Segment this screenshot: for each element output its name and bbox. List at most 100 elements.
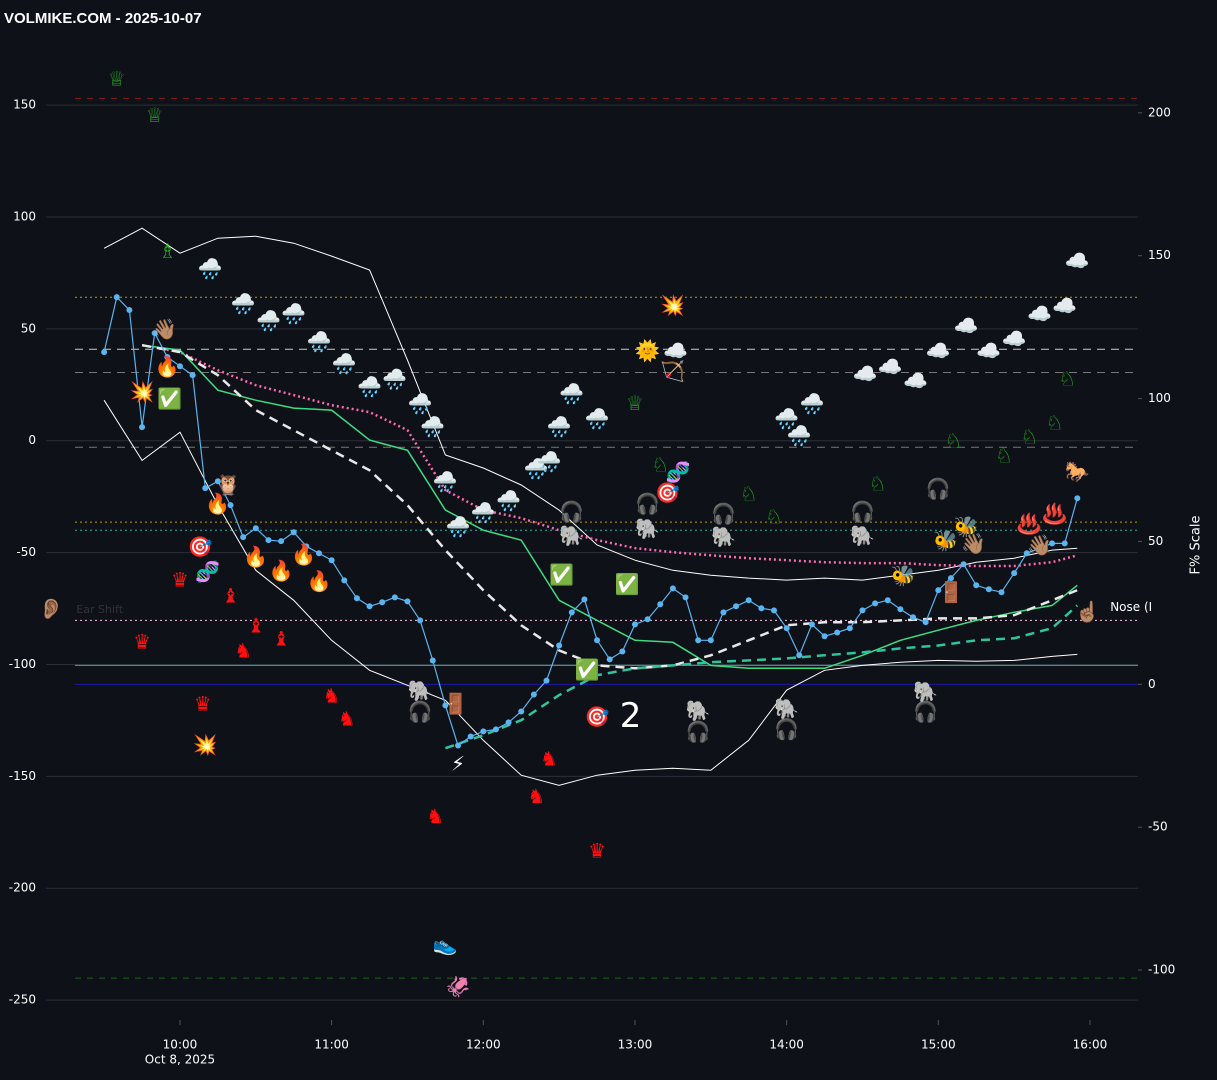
x-tick-label: 15:00 [921, 1038, 956, 1052]
series-point [303, 543, 310, 550]
y-tick-label: 150 [13, 98, 36, 112]
series-point [176, 363, 183, 370]
y2-tick-label: 200 [1148, 105, 1171, 119]
series-point [910, 614, 917, 621]
annotation: 🌧️ [446, 515, 471, 539]
annotation: 🎧 [913, 700, 938, 724]
series-point [1036, 545, 1043, 552]
annotation: 🐘 [559, 523, 584, 547]
annotation: 🐝 [954, 515, 979, 539]
annotation: ♨️ [1042, 502, 1067, 526]
x-tick-label: 11:00 [314, 1038, 349, 1052]
annotation: ♘ [651, 453, 669, 477]
annotation: 🌧️ [537, 450, 562, 474]
annotation: ⚡ [451, 752, 465, 776]
series-point [240, 534, 247, 541]
annotation: 🌧️ [420, 415, 445, 439]
annotation: 🐘 [850, 524, 875, 548]
series-line [141, 343, 1078, 670]
series-point [139, 424, 146, 431]
series-point [998, 589, 1005, 596]
series-line [103, 399, 1078, 786]
annotation: 🔥 [269, 559, 294, 583]
annotation: 🌧️ [524, 457, 549, 481]
series-point [341, 577, 348, 584]
annotation: 🎧 [774, 717, 799, 741]
series-point [859, 607, 866, 614]
annotation: 👂🏽 [39, 597, 64, 621]
series-point [189, 372, 196, 379]
annotation: ☁️ [954, 314, 979, 338]
y2-tick-label: 50 [1148, 534, 1163, 548]
y-tick-label: -50 [16, 545, 36, 559]
x-tick-label: 10:00 [163, 1038, 198, 1052]
series-point [758, 605, 765, 612]
annotation: ♞ [426, 804, 444, 828]
y-tick-label: -150 [9, 769, 36, 783]
chart-title: VOLMIKE.COM - 2025-10-07 [4, 10, 202, 27]
series-point [113, 294, 120, 301]
y2-axis-label: F% Scale [1189, 516, 1204, 575]
series-point [947, 575, 954, 582]
annotation: ☁️ [878, 355, 903, 379]
series-line [103, 227, 1078, 581]
annotation: ♛ [588, 839, 606, 863]
annotation: 🌧️ [547, 415, 572, 439]
series-point [1049, 540, 1056, 547]
annotation: 🌧️ [799, 392, 824, 416]
annotation: 🌧️ [496, 489, 521, 513]
series-point [379, 599, 386, 606]
annotation: ♕ [108, 67, 126, 91]
series-point [556, 642, 563, 649]
annotation: 🎧 [926, 477, 951, 501]
series-point [581, 596, 588, 603]
annotation: 🦉 [216, 473, 241, 497]
series-point [796, 652, 803, 659]
annotation: 🔥 [307, 569, 332, 593]
annotation: 🐘 [711, 525, 736, 549]
annotation: 🧬 [665, 460, 690, 484]
annotation: ♘ [1046, 411, 1064, 435]
annotation: 🌧️ [231, 292, 256, 316]
annotation: 🌞 [635, 339, 660, 363]
annotation: 🎧 [686, 720, 711, 744]
annotation: ♞ [540, 747, 558, 771]
annotation: 🌧️ [198, 257, 223, 281]
series-point [594, 637, 601, 644]
annotation: 🎧 [559, 500, 584, 524]
x-tick-label: 12:00 [466, 1038, 501, 1052]
annotation: 🎯 [585, 705, 610, 729]
series-point [353, 595, 360, 602]
annotation: 🎧 [850, 500, 875, 524]
y2-tick-label: -100 [1148, 963, 1175, 977]
annotation: ♛ [171, 568, 189, 592]
annotation: ♘ [1058, 367, 1076, 391]
series-line [444, 604, 1079, 750]
series-point [745, 597, 752, 604]
y-tick-label: 100 [13, 209, 36, 223]
annotation: 🚪 [443, 692, 468, 716]
series-point [290, 529, 297, 536]
annotation: 🐘 [774, 697, 799, 721]
y2-tick-label: 0 [1148, 677, 1156, 691]
series-point [151, 330, 158, 337]
x-tick-label: 14:00 [769, 1038, 804, 1052]
annotation: 🌧️ [471, 501, 496, 525]
annotation: ♞ [527, 784, 545, 808]
series-point [682, 594, 689, 601]
series-point [1061, 540, 1068, 547]
annotation: ♘ [945, 429, 963, 453]
series-point [973, 582, 980, 589]
annotation: ♞ [323, 684, 341, 708]
x-tick-label: 13:00 [618, 1038, 653, 1052]
series-point [644, 616, 651, 623]
annotation: 🎧 [635, 492, 660, 516]
series-point [846, 625, 853, 632]
annotation: ☁️ [1052, 294, 1077, 318]
series-point [278, 538, 285, 545]
series-point [897, 606, 904, 613]
series-point [391, 594, 398, 601]
series-point [404, 598, 411, 605]
annotation: ☁️ [663, 339, 688, 363]
